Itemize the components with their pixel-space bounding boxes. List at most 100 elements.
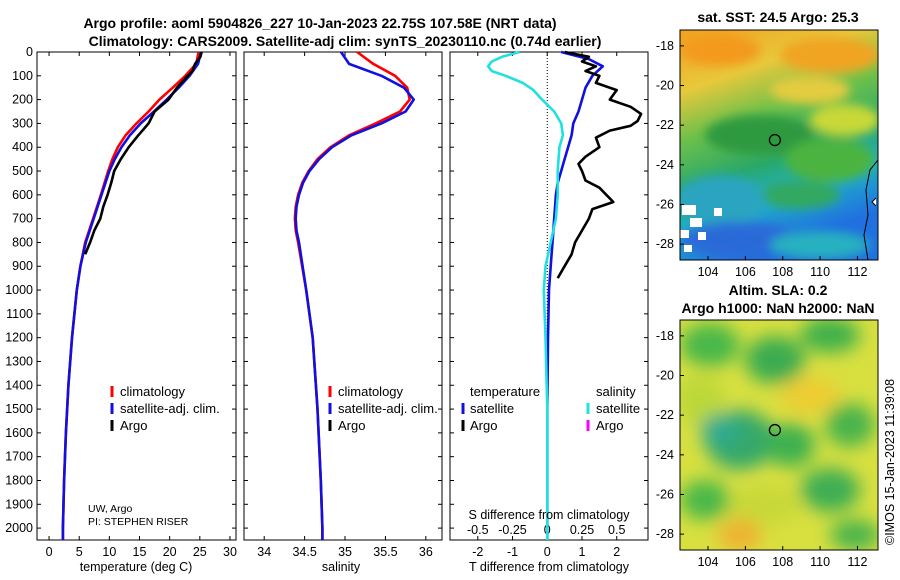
x-tick-label: 20 xyxy=(163,545,177,559)
depth-tick-label: 2000 xyxy=(5,521,33,535)
sst-map-panel: sat. SST: 24.5 Argo: 25.3 xyxy=(656,9,879,279)
x-tick-label: 36 xyxy=(419,545,433,559)
credit-line-1: UW, Argo xyxy=(88,503,133,515)
sla-lat-ticks: -18 -20 -22 -24 -26 -28 xyxy=(656,329,684,541)
legend-sat-label: satellite-adj. clim. xyxy=(338,401,438,416)
legend-salinity-title: salinity xyxy=(596,384,636,399)
s-diff-tick-label: -0.5 xyxy=(467,523,489,537)
x-tick-label: -1 xyxy=(507,545,518,559)
legend-argo-label: Argo xyxy=(120,418,147,433)
lat-tick-label: -28 xyxy=(656,237,674,251)
lon-tick-label: 106 xyxy=(735,555,756,569)
depth-tick-label: 1300 xyxy=(5,354,33,368)
x-tick-label: 25 xyxy=(193,545,207,559)
salinity-axes xyxy=(243,51,443,541)
depth-tick-label: 200 xyxy=(12,93,33,107)
x-tick-label: 34.5 xyxy=(292,545,316,559)
depth-tick-label: 800 xyxy=(12,235,33,249)
series-line-satellite-adj-clim- xyxy=(61,51,203,540)
difference-lines xyxy=(486,50,643,540)
lat-tick-label: -18 xyxy=(656,329,674,343)
depth-tick-label: 1200 xyxy=(5,331,33,345)
lon-tick-label: 108 xyxy=(772,265,793,279)
series-line-climatology xyxy=(61,51,200,540)
lon-tick-label: 106 xyxy=(735,265,756,279)
legend-t-argo-label: Argo xyxy=(470,418,497,433)
sst-lat-ticks: -18 -20 -22 -24 -26 -28 xyxy=(656,39,684,251)
series-line-argo xyxy=(83,51,203,255)
sst-lon-ticks: 104 106 108 110 112 xyxy=(698,256,867,279)
sst-map-frame xyxy=(679,29,879,261)
x-tick-label: 0 xyxy=(46,545,53,559)
depth-tick-label: 300 xyxy=(12,116,33,130)
title-line-2: Climatology: CARS2009. Satellite-adj cli… xyxy=(89,33,602,49)
depth-tick-labels: 0 100 200 300 400 500 600 700 800 900 1000 1100 1200… xyxy=(5,45,648,535)
depth-tick-label: 1700 xyxy=(5,450,33,464)
x-tick-label: 1 xyxy=(579,545,586,559)
lon-tick-label: 112 xyxy=(847,555,867,569)
depth-tick-label: 1400 xyxy=(5,378,33,392)
s-difference-xlabel: S difference from climatology xyxy=(469,508,631,522)
legend-s-sat-label: satellite xyxy=(596,401,640,416)
salinity-lines xyxy=(293,50,416,540)
depth-tick-label: 900 xyxy=(12,259,33,273)
x-tick-label: 30 xyxy=(223,545,237,559)
s-diff-tick-label: 0.25 xyxy=(570,523,594,537)
depth-tick-label: 0 xyxy=(26,45,33,59)
legend-sat-label: satellite-adj. clim. xyxy=(120,401,220,416)
lat-tick-label: -22 xyxy=(656,118,674,132)
legend-clim-label: climatology xyxy=(338,384,404,399)
temperature-panel: 0100200300400500600700800900100011001200… xyxy=(5,45,648,574)
x-tick-label: 10 xyxy=(102,545,116,559)
timestamp: ©IMOS 15-Jan-2023 11:39:08 xyxy=(883,379,897,545)
lon-tick-label: 104 xyxy=(698,265,719,279)
lat-tick-label: -20 xyxy=(656,79,674,93)
sla-lon-ticks: 104 106 108 110 112 xyxy=(698,546,867,569)
lat-tick-label: -18 xyxy=(656,39,674,53)
depth-tick-label: 400 xyxy=(12,140,33,154)
legend-t-sat-label: satellite xyxy=(470,401,514,416)
series-line-climatology xyxy=(293,50,412,540)
depth-tick-label: 1600 xyxy=(5,426,33,440)
x-tick-label: 34 xyxy=(257,545,271,559)
x-tick-label: 35.5 xyxy=(373,545,397,559)
lat-tick-label: -26 xyxy=(656,197,674,211)
depth-tick-label: 100 xyxy=(12,69,33,83)
lon-tick-label: 110 xyxy=(810,555,830,569)
series-line-t-argo xyxy=(556,50,643,279)
float-location-marker xyxy=(768,133,782,147)
t-difference-xlabel: T difference from climatology xyxy=(469,560,630,574)
temperature-legend: climatology satellite-adj. clim. Argo xyxy=(110,384,220,433)
depth-tick-label: 1800 xyxy=(5,473,33,487)
x-tick-label: 5 xyxy=(76,545,83,559)
lat-tick-label: -24 xyxy=(656,448,674,462)
depth-tick-label: 700 xyxy=(12,212,33,226)
legend-clim-label: climatology xyxy=(120,384,186,399)
series-line-satellite-adj-clim- xyxy=(294,51,416,540)
t-difference-tick-labels: -2 -1 0 1 2 xyxy=(472,52,620,559)
x-tick-label: 2 xyxy=(613,545,620,559)
legend-temperature-title: temperature xyxy=(470,384,540,399)
depth-tick-label: 1100 xyxy=(6,307,33,321)
series-line-s-satellite xyxy=(486,50,565,540)
depth-tick-label: 1000 xyxy=(5,283,33,297)
x-tick-label: 35 xyxy=(338,545,352,559)
salinity-xlabel: salinity xyxy=(322,560,361,574)
s-diff-tick-label: -0.25 xyxy=(498,523,527,537)
title-line-1: Argo profile: aoml 5904826_227 10-Jan-20… xyxy=(83,15,556,31)
lon-tick-label: 108 xyxy=(772,555,793,569)
sla-map-title-2: Argo h1000: NaN h2000: NaN xyxy=(682,300,875,316)
sla-map-frame xyxy=(679,319,879,551)
series-line-t-satellite xyxy=(545,50,605,540)
depth-tick-label: 1900 xyxy=(5,497,33,511)
salinity-panel: 34 34.5 35 35.5 36 salinity climatology sate… xyxy=(243,50,443,574)
difference-legend: temperature salinity satellite Argo sate… xyxy=(461,384,640,433)
x-tick-label: 15 xyxy=(133,545,147,559)
lat-tick-label: -22 xyxy=(656,408,674,422)
lon-tick-label: 104 xyxy=(698,555,719,569)
difference-axes xyxy=(449,51,649,541)
x-tick-label: 0 xyxy=(544,545,551,559)
depth-tick-label: 500 xyxy=(12,164,33,178)
sst-map-image xyxy=(680,30,878,260)
